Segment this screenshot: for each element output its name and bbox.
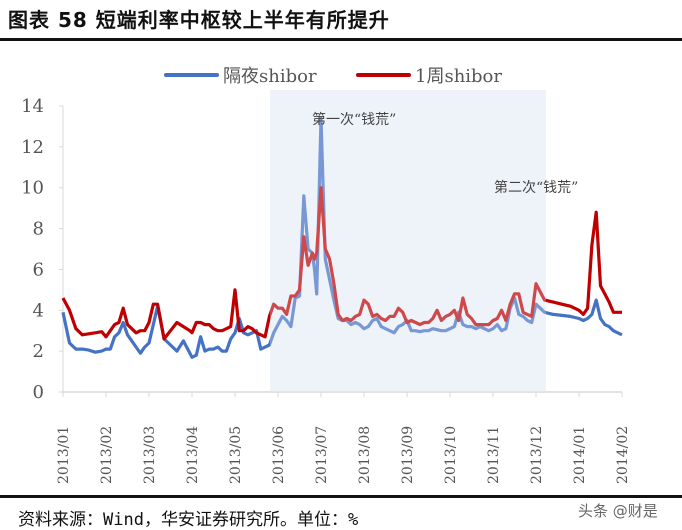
x-tick-label: 2013/01: [56, 426, 72, 484]
shade-overlay: [270, 90, 546, 392]
x-tick-label: 2013/07: [314, 426, 330, 484]
y-tick-label: 14: [21, 96, 44, 117]
y-tick-label: 10: [21, 178, 44, 199]
x-tick-label: 2013/12: [529, 426, 545, 484]
x-tick-label: 2013/05: [228, 426, 244, 484]
x-tick-label: 2013/02: [99, 426, 115, 484]
y-tick-label: 12: [21, 137, 44, 158]
line-chart: 0 2 4 6 8 10 12 14 2013/01 2013/02 2013/03 2013/04…: [21, 90, 631, 484]
x-tick-label: 2013/11: [486, 426, 502, 484]
x-tick-label: 2013/06: [271, 426, 287, 484]
top-divider: [0, 38, 682, 41]
y-tick-label: 2: [33, 341, 44, 362]
annotation-first-crunch: 第一次“钱荒”: [312, 111, 396, 128]
y-tick-label: 8: [33, 219, 44, 240]
x-tick-label: 2014/02: [615, 426, 631, 484]
series-line-week: [61, 186, 622, 341]
x-tick-label: 2013/08: [357, 426, 373, 484]
legend-label-overnight: 隔夜shibor: [223, 66, 317, 87]
y-tick-label: 0: [33, 382, 44, 403]
legend-swatch-overnight: [164, 73, 219, 77]
x-tick-label: 2013/09: [400, 426, 416, 484]
watermark: 头条 @财是: [578, 502, 658, 520]
x-tick-label: 2013/03: [142, 426, 158, 484]
annotation-second-crunch: 第二次“钱荒”: [494, 179, 578, 196]
bottom-divider: [0, 495, 682, 498]
legend-label-week: 1周shibor: [415, 66, 503, 87]
legend-item-week: 1周shibor: [356, 62, 502, 88]
y-tick-label: 6: [33, 259, 44, 280]
legend-item-overnight: 隔夜shibor: [164, 62, 317, 88]
source-note: 资料来源：Wind，华安证券研究所。单位：%: [18, 510, 359, 530]
figure-title: 图表 58 短端利率中枢较上半年有所提升: [8, 8, 390, 32]
x-tick-label: 2014/01: [572, 426, 588, 484]
x-tick-label: 2013/10: [443, 426, 459, 484]
y-tick-label: 4: [33, 300, 44, 321]
x-tick-label: 2013/04: [185, 426, 201, 484]
x-axis: 2013/01 2013/02 2013/03 2013/04 2013/05 2013/…: [56, 391, 631, 484]
legend-swatch-week: [356, 73, 411, 77]
y-axis: 0 2 4 6 8 10 12 14: [21, 96, 64, 403]
chart-legend: 隔夜shibor 1周shibor: [0, 62, 682, 88]
